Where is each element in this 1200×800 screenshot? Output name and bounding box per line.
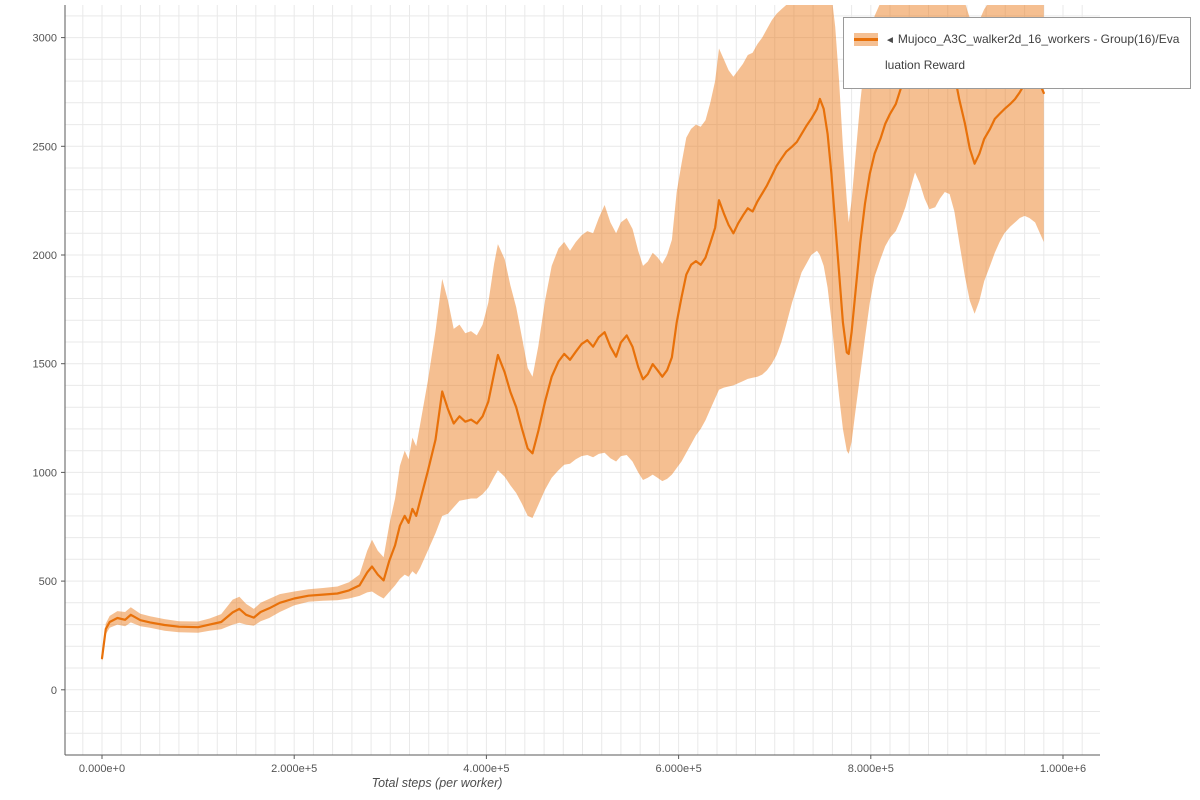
grid: [65, 5, 1100, 756]
collapse-triangle-icon[interactable]: ◄: [885, 35, 895, 46]
y-tick-label: 2500: [33, 141, 57, 153]
y-tick-label: 3000: [33, 33, 57, 45]
legend-entry[interactable]: ◄ Mujoco_A3C_walker2d_16_workers - Group(…: [854, 27, 1180, 78]
confidence-band: [102, 5, 1044, 662]
x-tick-label: 6.000e+5: [656, 763, 702, 775]
y-tick-label: 0: [51, 685, 57, 697]
x-tick-label: 8.000e+5: [848, 763, 894, 775]
x-tick-label: 1.000e+6: [1040, 763, 1086, 775]
y-tick-label: 2000: [33, 250, 57, 262]
x-tick-label: 2.000e+5: [271, 763, 317, 775]
x-axis-title: Total steps (per worker): [371, 776, 503, 790]
x-tick-label: 0.000e+0: [79, 763, 125, 775]
y-tick-label: 500: [39, 576, 57, 588]
series-swatch-icon: [854, 33, 878, 46]
series-line-icon: [854, 38, 878, 41]
legend-label-wrap: ◄ Mujoco_A3C_walker2d_16_workers - Group(…: [885, 27, 1180, 78]
y-tick-label: 1500: [33, 359, 57, 371]
legend[interactable]: ◄ Mujoco_A3C_walker2d_16_workers - Group(…: [843, 17, 1191, 89]
legend-series-label: Mujoco_A3C_walker2d_16_workers - Group(1…: [885, 32, 1180, 72]
x-tick-label: 4.000e+5: [463, 763, 509, 775]
y-tick-label: 1000: [33, 467, 57, 479]
